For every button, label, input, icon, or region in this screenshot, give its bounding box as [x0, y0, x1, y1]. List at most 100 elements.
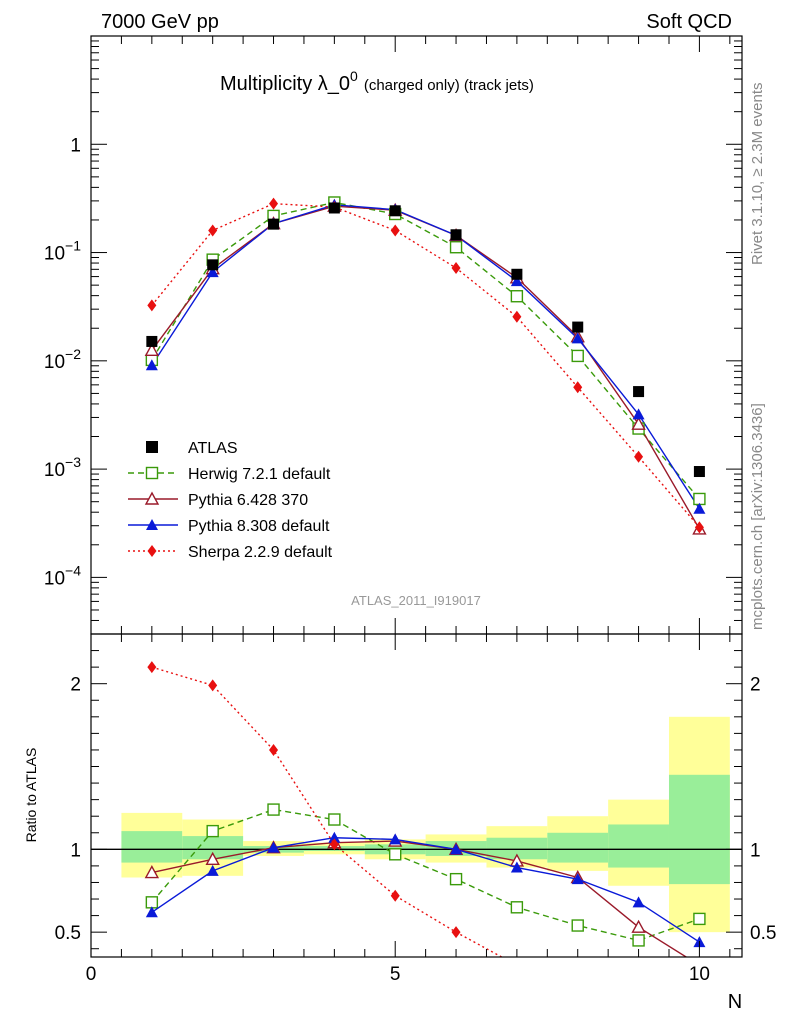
- series-line: [151, 201, 700, 500]
- legend-marker: [146, 441, 158, 453]
- ratio-point: [510, 901, 524, 914]
- rivet-version-label: Rivet 3.1.10, ≥ 2.3M events: [749, 83, 766, 266]
- data-point: [269, 197, 279, 210]
- ratio-plot-frame: [90, 633, 743, 958]
- legend-marker: [144, 491, 160, 505]
- data-point: [634, 450, 644, 463]
- data-point: [512, 310, 522, 323]
- chart-title: Multiplicity λ_00 (charged only) (track j…: [220, 68, 534, 95]
- reference-point: [450, 229, 462, 241]
- ratio-line: [151, 837, 700, 943]
- ratio-point: [145, 896, 159, 909]
- ratio-y-tick-label: 2: [70, 675, 81, 696]
- data-point: [631, 416, 646, 430]
- data-point: [145, 359, 158, 371]
- ratio-band-green: [486, 837, 548, 860]
- ratio-y-tick-label-right: 2: [750, 675, 761, 696]
- ratio-band-green: [182, 836, 244, 860]
- legend-marker: [147, 545, 157, 557]
- y-tick-label: 10−4: [44, 562, 81, 589]
- ratio-point: [206, 864, 219, 876]
- ratio-point: [389, 848, 402, 861]
- ratio-band-green: [608, 824, 669, 868]
- data-point: [694, 521, 704, 534]
- ratio-point: [632, 934, 645, 947]
- legend-marker: [145, 466, 159, 480]
- data-point: [208, 224, 218, 237]
- reference-point: [693, 466, 705, 478]
- ratio-point: [269, 743, 279, 756]
- data-point: [632, 408, 645, 420]
- data-point: [147, 299, 157, 312]
- title-suffix: (charged only) (track jets): [364, 77, 534, 94]
- header-left: 7000 GeV pp: [101, 11, 219, 33]
- legend-label: ATLAS: [188, 440, 238, 457]
- source-label: mcplots.cern.ch [arXiv:1306.3436]: [749, 403, 766, 630]
- data-point: [693, 502, 706, 514]
- ratio-point: [571, 873, 584, 885]
- ratio-point: [267, 841, 280, 853]
- ratio-point: [510, 861, 523, 873]
- ratio-point: [328, 831, 341, 843]
- data-point: [573, 381, 583, 394]
- reference-point: [633, 386, 645, 398]
- ratio-point: [631, 919, 646, 933]
- y-tick-label: 1: [70, 135, 81, 156]
- ratio-point: [632, 896, 645, 908]
- ratio-point: [571, 919, 584, 932]
- ratio-point: [328, 813, 341, 826]
- ratio-ylabel: Ratio to ATLAS: [23, 748, 39, 843]
- x-tick-label: 10: [689, 964, 710, 985]
- ratio-point: [206, 824, 219, 838]
- data-point: [390, 224, 400, 237]
- ratio-y-tick-label: 0.5: [55, 923, 81, 944]
- ratio-point: [450, 843, 463, 855]
- legend-label: Sherpa 2.2.9 default: [188, 544, 333, 561]
- ratio-point: [145, 906, 158, 918]
- data-point: [144, 342, 160, 357]
- series-line: [151, 204, 700, 510]
- ratio-point: [389, 833, 402, 845]
- ratio-point: [205, 851, 220, 865]
- data-point: [571, 332, 584, 344]
- reference-point: [146, 335, 158, 347]
- ratio-point: [693, 912, 706, 926]
- ratio-point: [390, 889, 400, 902]
- reference-point: [389, 205, 401, 217]
- y-tick-label: 10−1: [44, 238, 81, 265]
- ratio-point: [451, 926, 461, 939]
- data-point: [206, 266, 219, 278]
- data-point: [510, 275, 523, 287]
- data-point: [510, 290, 524, 303]
- y-tick-label: 10−2: [44, 346, 81, 373]
- ratio-y-tick-label-right: 1: [750, 840, 761, 861]
- reference-point: [572, 321, 584, 333]
- analysis-id-label: ATLAS_2011_I919017: [351, 593, 481, 608]
- title-main: Multiplicity λ_0: [220, 73, 350, 95]
- ratio-point: [147, 661, 157, 674]
- title-sup: 0: [350, 68, 358, 84]
- ratio-band-green: [121, 831, 183, 863]
- reference-point: [268, 218, 280, 230]
- ratio-y-tick-label: 1: [70, 840, 81, 861]
- ratio-y-tick-label-right: 0.5: [750, 923, 776, 944]
- data-point: [451, 262, 461, 275]
- reference-point: [511, 268, 523, 280]
- data-point: [449, 241, 463, 254]
- ratio-point: [144, 865, 160, 879]
- ratio-band-green: [668, 774, 730, 885]
- ratio-point: [329, 838, 339, 851]
- ratio-line: [151, 808, 700, 942]
- legend-marker: [146, 519, 158, 530]
- header-right: Soft QCD: [646, 11, 732, 33]
- legend-label: Pythia 8.308 default: [188, 518, 330, 535]
- ratio-point: [267, 803, 280, 816]
- ratio-point: [208, 679, 218, 692]
- legend-label: Herwig 7.2.1 default: [188, 466, 331, 483]
- reference-point: [207, 259, 219, 271]
- x-tick-label: 5: [390, 964, 401, 985]
- data-point: [571, 349, 584, 363]
- reference-point: [328, 202, 340, 214]
- legend-label: Pythia 6.428 370: [188, 492, 308, 509]
